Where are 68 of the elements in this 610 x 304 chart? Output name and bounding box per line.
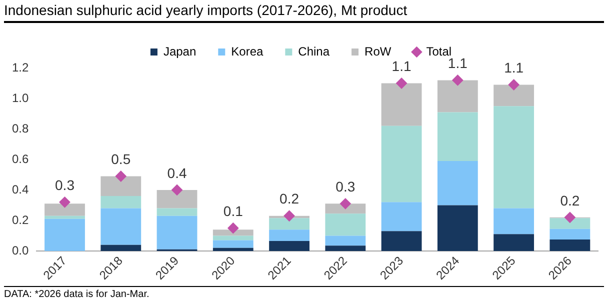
bar xyxy=(325,246,366,251)
bar xyxy=(325,236,366,246)
bar xyxy=(212,230,254,236)
bar xyxy=(156,208,198,216)
data-label: 0.4 xyxy=(167,164,187,181)
data-label: 0.2 xyxy=(560,192,580,208)
y-tick-label: 0.0 xyxy=(12,243,29,258)
bar xyxy=(156,190,198,208)
bar xyxy=(381,231,422,251)
y-tick-label: 0.4 xyxy=(12,182,29,196)
data-label: 0.3 xyxy=(336,178,356,195)
bar xyxy=(44,204,85,216)
bar xyxy=(269,241,310,251)
point xyxy=(172,184,183,196)
point xyxy=(284,210,295,222)
bar xyxy=(381,83,422,126)
bar xyxy=(494,106,534,208)
bar xyxy=(381,126,422,202)
bar xyxy=(212,248,254,251)
legend-label: China xyxy=(298,44,330,58)
bar xyxy=(100,208,142,245)
chart-title: Indonesian sulphuric acid yearly imports (2017-2026), Mt product xyxy=(4,2,604,23)
point xyxy=(340,198,351,210)
bar xyxy=(269,218,310,230)
bar xyxy=(269,230,310,242)
bar xyxy=(494,84,534,106)
y-tick-label: 0.6 xyxy=(12,152,29,166)
bar xyxy=(44,218,85,251)
bar xyxy=(550,228,590,240)
point xyxy=(59,196,70,208)
bar xyxy=(325,204,366,214)
y-tick-label: 0.8 xyxy=(12,121,29,136)
point xyxy=(508,79,520,90)
point xyxy=(228,222,239,234)
bar xyxy=(212,240,254,248)
bar xyxy=(325,214,366,236)
data-label: 1.1 xyxy=(504,60,524,76)
text: DATA: *2026 data is for Jan-Mar. xyxy=(4,286,604,300)
bar xyxy=(550,218,590,229)
bar xyxy=(100,244,142,251)
point xyxy=(115,170,126,182)
legend-label: RoW xyxy=(364,44,392,58)
data-label: 0.2 xyxy=(280,190,300,207)
data-label: 1.1 xyxy=(392,58,412,74)
bar xyxy=(100,176,142,196)
point xyxy=(452,74,464,86)
legend-label: Korea xyxy=(231,44,264,58)
bar xyxy=(437,205,478,251)
bar xyxy=(494,208,534,234)
bar xyxy=(494,234,534,251)
bar xyxy=(212,236,254,240)
bar xyxy=(100,196,142,208)
data-label: 0.5 xyxy=(111,151,131,168)
bar xyxy=(437,80,478,112)
data-label: 0.3 xyxy=(55,177,75,194)
bar xyxy=(437,160,478,206)
bar xyxy=(437,112,478,161)
bar xyxy=(381,202,422,232)
y-tick-label: 0.2 xyxy=(12,212,29,227)
y-tick-label: 1.2 xyxy=(12,60,29,74)
bar xyxy=(44,216,85,219)
point xyxy=(564,212,576,223)
y-tick-label: 1.0 xyxy=(12,90,29,105)
point xyxy=(396,78,408,89)
legend-label: Japan xyxy=(163,44,196,58)
bar xyxy=(550,240,590,251)
bar xyxy=(156,216,198,250)
data-label: 0.1 xyxy=(223,202,244,219)
